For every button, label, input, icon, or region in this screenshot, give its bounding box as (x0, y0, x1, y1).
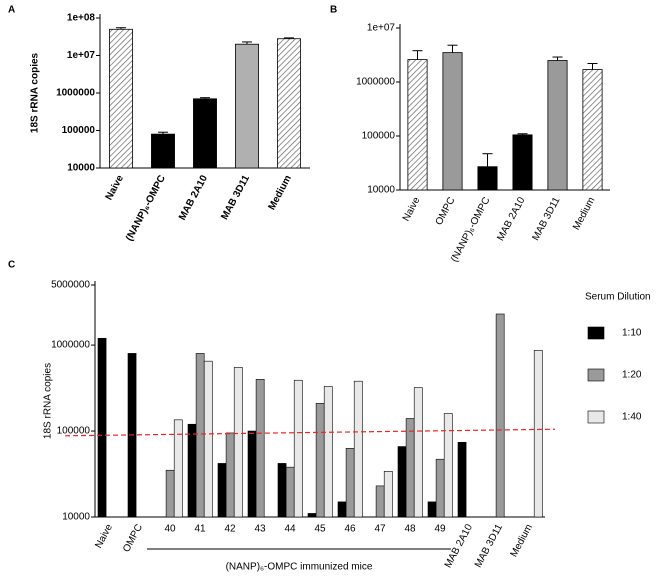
y-tick-label: 5000000 (51, 280, 90, 291)
bar (173, 419, 183, 518)
bar (353, 380, 363, 518)
y-tick-label: 10000 (67, 163, 95, 174)
bar (109, 28, 133, 169)
bar (435, 458, 445, 518)
legend-label: 1:10 (622, 328, 642, 339)
legend-label: 1:20 (622, 370, 642, 381)
y-axis-label: 18S rRNA copies (43, 363, 54, 439)
bar (457, 441, 467, 518)
x-tick-label: 47 (374, 524, 386, 535)
x-tick-label: Medium (267, 173, 294, 212)
y-axis-label: 18S rRNA copies (30, 52, 41, 133)
bar (195, 353, 205, 518)
y-tick-label: 1000000 (356, 77, 395, 88)
panel-label: B (330, 5, 337, 16)
bar (477, 166, 498, 191)
x-tick-label: MAB 2A10 (177, 173, 210, 222)
bar (233, 367, 243, 518)
legend-swatch (587, 326, 605, 340)
bar (383, 471, 393, 518)
bar (407, 59, 428, 191)
bar (293, 379, 303, 518)
y-tick-label: 10000 (62, 512, 90, 523)
group-label: (NANP)₆-OMPC immunized mice (226, 562, 373, 573)
legend-title: Serum Dilution (585, 292, 651, 303)
bar (375, 485, 385, 518)
x-tick-label: Medium (571, 195, 597, 232)
x-tick-label: 49 (434, 524, 446, 535)
x-tick-label: 46 (344, 524, 356, 535)
bar (203, 360, 213, 518)
x-tick-label: Medium (509, 522, 535, 559)
bar (512, 134, 533, 191)
y-tick-label: 100000 (362, 131, 396, 142)
x-tick-label: MAB 3D11 (473, 522, 505, 570)
bar (442, 52, 463, 191)
legend-swatch (587, 368, 605, 382)
bar (307, 513, 317, 518)
bar (285, 466, 295, 518)
bar (323, 386, 333, 518)
y-tick-label: 1000000 (56, 88, 95, 99)
bar (337, 501, 347, 518)
x-tick-label: 45 (314, 524, 326, 535)
panel-label: A (8, 5, 15, 16)
x-tick-label: Naive (93, 522, 115, 550)
panel-label: C (8, 260, 15, 271)
bar (495, 313, 505, 518)
y-tick-label: 1e+08 (67, 13, 96, 24)
bar (427, 501, 437, 518)
bar (397, 446, 407, 518)
bar (277, 38, 301, 169)
bar (217, 463, 227, 518)
x-tick-label: (NANP)₆-OMPC (124, 173, 168, 243)
legend-swatch (587, 410, 605, 424)
x-tick-label: 43 (254, 524, 266, 535)
bar (187, 423, 197, 518)
x-tick-label: 44 (284, 524, 296, 535)
x-tick-label: MAB 2A10 (495, 195, 527, 243)
x-tick-label: 48 (404, 524, 416, 535)
y-tick-label: 1000000 (51, 340, 90, 351)
y-tick-label: 100000 (57, 426, 91, 437)
x-tick-label: OMPC (434, 195, 458, 227)
bar (165, 469, 175, 518)
y-tick-label: 100000 (62, 125, 96, 136)
x-tick-label: Naive (401, 195, 423, 223)
bar (255, 378, 265, 518)
x-tick-label: Naive (104, 173, 126, 202)
bar (193, 98, 217, 169)
bar (247, 430, 257, 518)
x-tick-label: (NANP)₆-OMPC (449, 195, 492, 264)
bar (225, 432, 235, 518)
bar (97, 337, 107, 518)
x-tick-label: 40 (164, 524, 176, 535)
legend-label: 1:40 (622, 412, 642, 423)
x-tick-label: 41 (194, 524, 206, 535)
bar (151, 133, 175, 169)
x-tick-label: MAB 2A10 (443, 522, 475, 570)
bar (345, 447, 355, 518)
x-tick-label: 42 (224, 524, 236, 535)
y-tick-label: 1e+07 (67, 50, 96, 61)
bar (315, 403, 325, 518)
bar (413, 387, 423, 518)
bar (277, 463, 287, 518)
y-tick-label: 10000 (367, 185, 395, 196)
x-tick-label: OMPC (121, 522, 145, 554)
bar (235, 43, 259, 169)
bar (582, 69, 603, 191)
bar (443, 413, 453, 518)
reference-line (64, 428, 556, 437)
y-tick-label: 1e+07 (367, 23, 396, 34)
bar (533, 349, 543, 518)
bar (547, 60, 568, 191)
x-tick-label: MAB 3D11 (219, 173, 252, 222)
bar (405, 418, 415, 518)
x-tick-label: MAB 3D11 (530, 195, 562, 243)
